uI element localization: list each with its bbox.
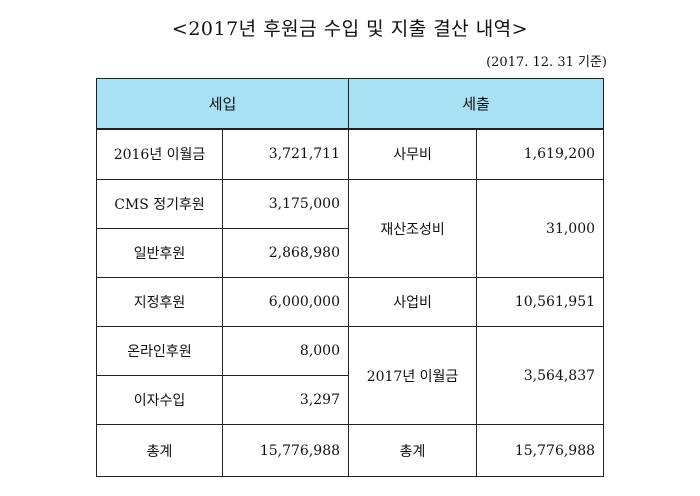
expense-label: 사업비 — [348, 277, 478, 327]
reference-date: (2017. 12. 31 기준) — [486, 55, 607, 70]
expense-label: 사무비 — [348, 127, 478, 180]
expense-amount: 3,564,837 — [476, 326, 605, 425]
income-total-amount: 15,776,988 — [221, 424, 350, 477]
expense-total-amount: 15,776,988 — [476, 424, 605, 477]
table-row: 재산조성비 31,000 — [97, 179, 605, 278]
expense-amount: 10,561,951 — [476, 277, 605, 327]
income-label: 온라인후원 — [96, 326, 223, 376]
income-label: 이자수입 — [96, 375, 223, 425]
income-amount: 6,000,000 — [221, 277, 350, 327]
income-amount: 3,297 — [221, 375, 350, 425]
income-header: 세입 — [95, 78, 350, 129]
income-total-label: 총계 — [96, 424, 223, 477]
income-label: 지정후원 — [96, 277, 223, 327]
income-amount: 3,721,711 — [221, 127, 350, 180]
expense-amount: 1,619,200 — [476, 127, 605, 180]
income-amount: 3,175,000 — [221, 179, 350, 229]
income-label: CMS 정기후원 — [96, 179, 223, 229]
income-amount: 2,868,980 — [221, 228, 350, 278]
expense-label: 재산조성비 — [348, 179, 478, 278]
income-amount: 8,000 — [221, 326, 350, 376]
income-label: 일반후원 — [96, 228, 223, 278]
table-header-row: 세입 세출 — [95, 78, 605, 129]
totals-row: 총계 15,776,988 총계 15,776,988 — [96, 424, 605, 477]
page-title: <2017년 후원금 수입 및 지출 결산 내역> — [171, 18, 529, 40]
expense-amount: 31,000 — [476, 179, 605, 278]
table-row: 2017년 이월금 3,564,837 — [97, 326, 605, 425]
settlement-table: 세입 세출 2016년 이월금 3,721,711 사무비 1,619,200 … — [95, 78, 605, 477]
expense-total-label: 총계 — [348, 424, 478, 477]
expense-header: 세출 — [348, 78, 605, 129]
income-label: 2016년 이월금 — [96, 127, 223, 180]
expense-label: 2017년 이월금 — [348, 326, 478, 425]
